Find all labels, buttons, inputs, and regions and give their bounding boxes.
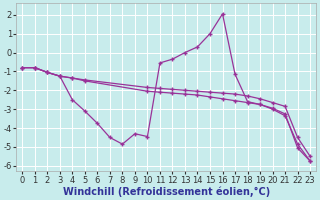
X-axis label: Windchill (Refroidissement éolien,°C): Windchill (Refroidissement éolien,°C): [63, 186, 270, 197]
